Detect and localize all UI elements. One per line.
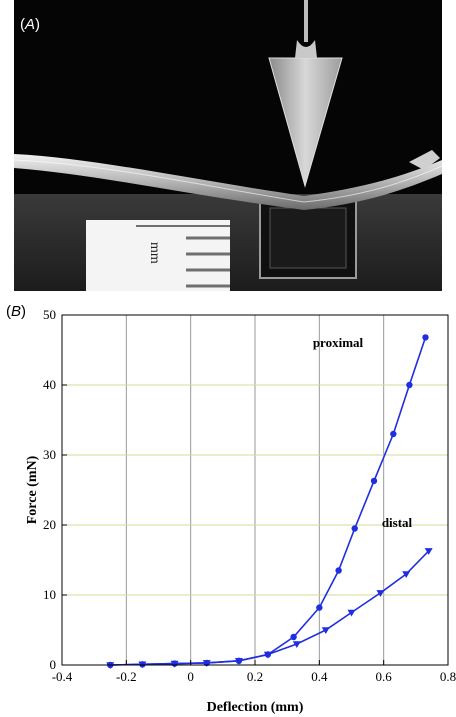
data-point-distal (234, 658, 243, 665)
x-tick-label: 0.2 (247, 669, 263, 684)
x-axis-title: Deflection (mm) (207, 700, 304, 715)
data-point-proximal (390, 430, 397, 438)
data-point-distal (402, 571, 411, 578)
ruler-unit-label: mm (147, 242, 162, 264)
data-point-distal (376, 590, 385, 597)
panel-b-letter: B (11, 303, 22, 320)
x-tick-label: 0 (187, 669, 194, 684)
grid-lines (62, 315, 448, 665)
x-tick-label: -0.2 (116, 669, 137, 684)
y-tick-label: 30 (43, 447, 56, 462)
specimen-photo: mm (14, 0, 442, 291)
data-point-distal (170, 660, 179, 668)
panel-a-letter: A (25, 16, 36, 33)
series-line-distal (110, 550, 430, 666)
y-tick-label: 40 (43, 377, 56, 392)
series-label-distal: distal (382, 515, 413, 530)
x-tick-label: -0.4 (52, 669, 73, 684)
panel-b-label: (B) (6, 303, 27, 320)
data-point-distal (263, 651, 272, 659)
data-point-proximal (316, 604, 323, 611)
data-point-proximal (422, 334, 429, 341)
ruler-ticks (136, 225, 230, 288)
specimen-photo-drawing (14, 0, 442, 291)
data-point-proximal (290, 633, 297, 641)
x-tick-label: 0.8 (440, 669, 456, 684)
data-point-proximal (351, 525, 358, 532)
y-axis-title: Force (mN) (25, 455, 40, 524)
data-point-distal (321, 627, 330, 634)
data-point-proximal (335, 567, 342, 574)
y-tick-label: 0 (50, 657, 57, 672)
data-point-distal (347, 609, 356, 617)
panel-a-label: (A) (20, 16, 41, 33)
data-point-proximal (370, 477, 378, 485)
y-tick-label: 10 (43, 587, 56, 602)
data-point-distal (106, 662, 115, 669)
series-layer (106, 334, 433, 669)
axis-ticks: -0.4 -0.2 0 0.2 0.4 0.6 0.8 0 10 20 30 40 50 (43, 307, 456, 684)
data-point-distal (424, 548, 433, 555)
series-label-proximal: proximal (313, 335, 364, 350)
y-tick-label: 50 (43, 307, 56, 322)
x-tick-label: 0.4 (311, 669, 328, 684)
data-point-distal (202, 660, 211, 667)
data-point-proximal (406, 381, 413, 389)
x-tick-label: 0.6 (376, 669, 393, 684)
fiber-bundle (14, 154, 442, 210)
y-tick-label: 20 (43, 517, 56, 532)
data-point-distal (292, 641, 301, 648)
force-deflection-chart: -0.4 -0.2 0 0.2 0.4 0.6 0.8 0 10 20 30 40 50 Deflect… (25, 307, 456, 715)
